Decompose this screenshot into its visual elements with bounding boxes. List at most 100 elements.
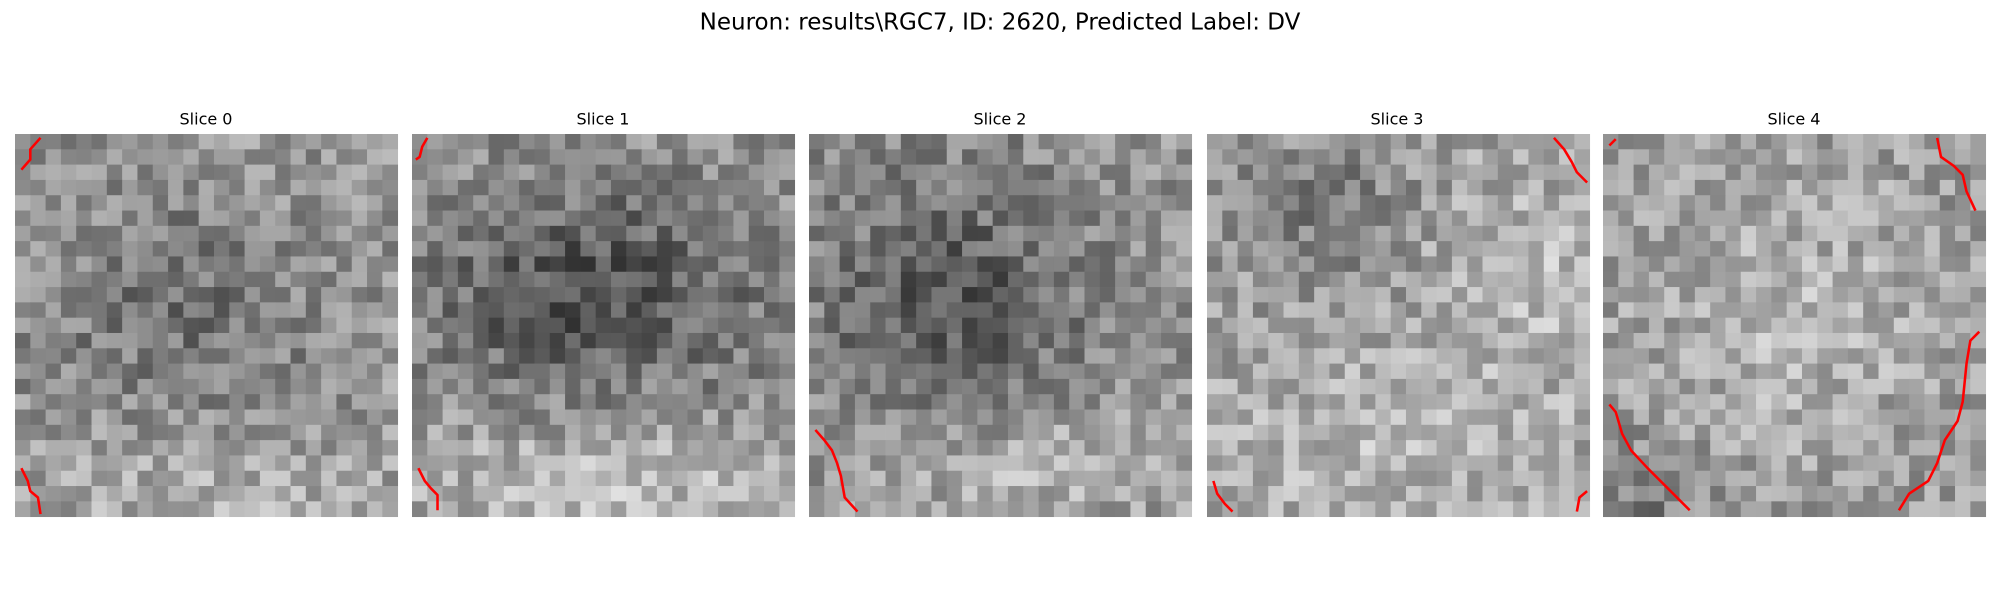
pixel bbox=[702, 501, 719, 518]
pixel bbox=[412, 164, 428, 181]
pixel bbox=[1710, 363, 1726, 380]
pixel bbox=[1633, 440, 1650, 456]
pixel bbox=[641, 440, 658, 456]
pixel bbox=[1451, 134, 1468, 150]
pixel bbox=[1161, 455, 1177, 472]
pixel bbox=[1467, 149, 1483, 165]
pixel bbox=[367, 440, 383, 456]
pixel bbox=[457, 378, 474, 395]
pixel bbox=[672, 394, 688, 410]
pixel bbox=[733, 271, 750, 288]
pixel bbox=[1329, 164, 1346, 181]
pixel bbox=[122, 470, 138, 487]
pixel bbox=[122, 440, 138, 456]
pixel bbox=[702, 241, 719, 257]
pixel bbox=[900, 470, 917, 487]
pixel bbox=[1329, 378, 1346, 395]
pixel bbox=[1633, 378, 1650, 395]
pixel bbox=[1725, 195, 1742, 211]
contour bbox=[417, 467, 439, 511]
pixel bbox=[442, 455, 459, 472]
pixel bbox=[1725, 348, 1742, 364]
pixel bbox=[916, 256, 932, 273]
pixel bbox=[1467, 348, 1483, 364]
pixel bbox=[1115, 440, 1131, 456]
pixel bbox=[1497, 210, 1514, 227]
pixel bbox=[1360, 455, 1376, 472]
pixel bbox=[702, 302, 719, 319]
pixel bbox=[1084, 332, 1101, 349]
panel-title: Slice 3 bbox=[1371, 110, 1424, 129]
pixel bbox=[565, 287, 581, 303]
pixel bbox=[1603, 256, 1619, 273]
pixel bbox=[1482, 271, 1499, 288]
pixel bbox=[1145, 302, 1162, 319]
pixel bbox=[1482, 149, 1499, 165]
pixel bbox=[1664, 394, 1680, 410]
pixel bbox=[1528, 486, 1545, 502]
pixel bbox=[626, 149, 642, 165]
pixel bbox=[1329, 210, 1346, 227]
pixel bbox=[565, 378, 581, 395]
pixel bbox=[1360, 501, 1376, 518]
pixel bbox=[321, 179, 337, 196]
pixel bbox=[1283, 409, 1300, 426]
pixel bbox=[473, 256, 489, 273]
pixel bbox=[1771, 348, 1788, 364]
pixel bbox=[91, 149, 108, 165]
pixel bbox=[1038, 210, 1055, 227]
pixel bbox=[1771, 409, 1788, 426]
pixel bbox=[839, 409, 856, 426]
pixel bbox=[1237, 486, 1254, 502]
pixel bbox=[1801, 195, 1818, 211]
pixel bbox=[91, 501, 108, 518]
pixel bbox=[1023, 164, 1039, 181]
pixel bbox=[1375, 287, 1392, 303]
pixel bbox=[168, 455, 184, 472]
pixel bbox=[1268, 241, 1284, 257]
pixel bbox=[457, 225, 474, 242]
pixel bbox=[1237, 210, 1254, 227]
pixel bbox=[1222, 455, 1238, 472]
pixel bbox=[1451, 394, 1468, 410]
pixel bbox=[779, 470, 796, 487]
pixel bbox=[900, 256, 917, 273]
pixel bbox=[473, 424, 489, 441]
pixel bbox=[519, 424, 535, 441]
pixel bbox=[76, 241, 92, 257]
pixel bbox=[1955, 486, 1971, 502]
pixel bbox=[931, 424, 948, 441]
pixel bbox=[1878, 134, 1895, 150]
pixel bbox=[1283, 378, 1300, 395]
pixel bbox=[1344, 394, 1361, 410]
pixel bbox=[1878, 195, 1895, 211]
pixel bbox=[503, 378, 520, 395]
pixel bbox=[1679, 470, 1696, 487]
pixel bbox=[1237, 424, 1254, 441]
pixel bbox=[1528, 256, 1545, 273]
pixel bbox=[595, 348, 612, 364]
pixel bbox=[656, 287, 673, 303]
pixel bbox=[1038, 486, 1055, 502]
pixel bbox=[1909, 332, 1925, 349]
pixel bbox=[1436, 210, 1453, 227]
pixel bbox=[152, 394, 169, 410]
pixel bbox=[367, 302, 383, 319]
pixel bbox=[1725, 409, 1742, 426]
pixel bbox=[1176, 455, 1193, 472]
pixel bbox=[1283, 470, 1300, 487]
pixel bbox=[473, 486, 489, 502]
pixel bbox=[259, 134, 276, 150]
pixel bbox=[809, 470, 825, 487]
pixel bbox=[1007, 440, 1024, 456]
pixel bbox=[1725, 470, 1742, 487]
pixel bbox=[321, 332, 337, 349]
pixel bbox=[1314, 195, 1330, 211]
pixel bbox=[229, 317, 245, 334]
pixel bbox=[1023, 501, 1039, 518]
pixel bbox=[1222, 348, 1238, 364]
contour bbox=[1575, 490, 1588, 512]
pixel bbox=[962, 225, 978, 242]
pixel bbox=[519, 348, 535, 364]
pixel bbox=[824, 394, 840, 410]
